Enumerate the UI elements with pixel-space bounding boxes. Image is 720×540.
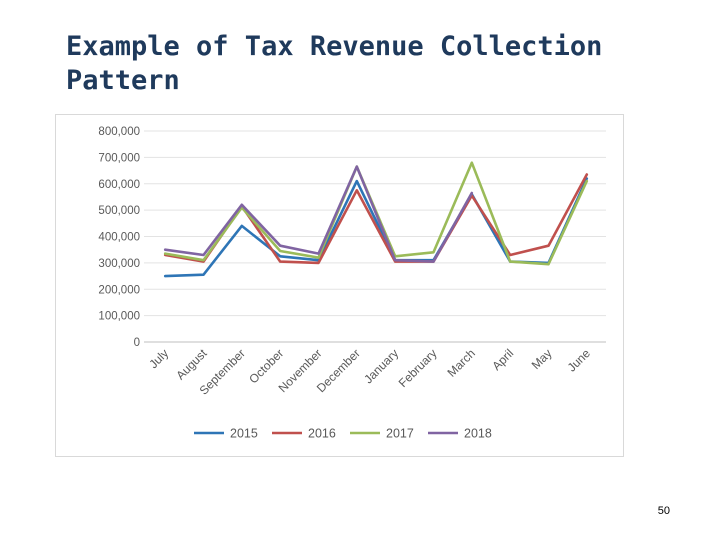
y-tick-label: 100,000 [98, 311, 140, 323]
y-tick-label: 400,000 [98, 232, 140, 244]
x-tick-label: June [565, 346, 594, 375]
y-tick-label: 600,000 [98, 179, 140, 191]
chart-gridlines [144, 130, 606, 343]
page-number: 50 [657, 505, 670, 517]
y-tick-label: 200,000 [98, 284, 140, 296]
x-tick-label: May [529, 346, 555, 372]
legend-label-2018: 2018 [464, 427, 492, 441]
y-axis-tick-labels: 0 100,000 200,000 300,000 400,000 500,000 600,… [98, 126, 140, 349]
x-tick-label: February [396, 346, 440, 390]
legend-label-2015: 2015 [230, 427, 258, 441]
chart-series [163, 161, 589, 278]
x-tick-label: August [173, 346, 210, 383]
legend-label-2017: 2017 [386, 427, 414, 441]
slide-title: Example of Tax Revenue Collection Patter… [66, 31, 603, 96]
chart-frame: 0 100,000 200,000 300,000 400,000 500,000 600,… [55, 114, 624, 457]
y-tick-label: 800,000 [98, 126, 140, 138]
series-line-2018 [163, 165, 474, 263]
y-tick-label: 500,000 [98, 205, 140, 217]
x-tick-label: March [444, 346, 477, 379]
y-tick-label: 300,000 [98, 258, 140, 270]
x-tick-label: July [146, 346, 171, 371]
y-tick-label: 0 [134, 337, 140, 349]
y-tick-label: 700,000 [98, 152, 140, 164]
legend-label-2016: 2016 [308, 427, 336, 441]
chart-legend: 2015 2016 2017 2018 [194, 427, 492, 441]
x-axis-tick-labels: July AugustSeptemberOctoberNovemberDecemb… [146, 346, 593, 398]
x-tick-label: April [489, 346, 516, 373]
line-chart: 0 100,000 200,000 300,000 400,000 500,000 600,… [98, 126, 606, 441]
